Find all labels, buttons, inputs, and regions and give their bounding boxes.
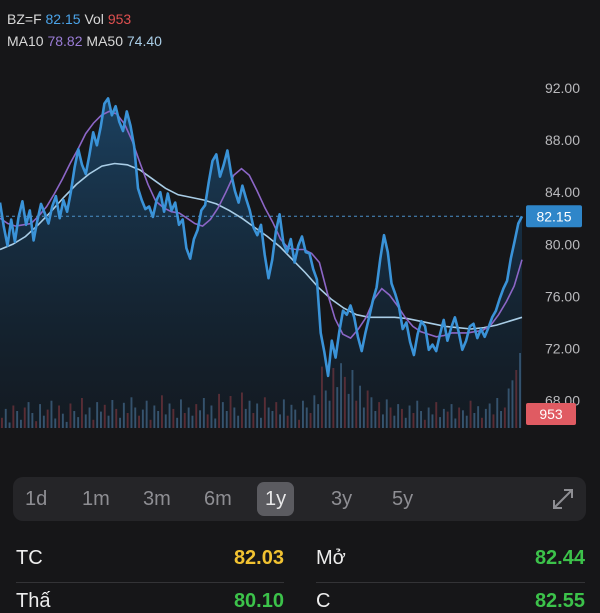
- legend-row-ma: MA10 78.82 MA50 74.40: [7, 33, 162, 50]
- ma10-label: MA10: [7, 33, 44, 49]
- ma10-line: [0, 110, 523, 340]
- time-range-selector: 1d 1m 3m 6m 1y 3y 5y: [13, 477, 586, 521]
- stat-label-close: C: [316, 590, 331, 612]
- stat-label-low: Thấ: [16, 590, 51, 612]
- stat-value-close: 82.55: [534, 590, 585, 612]
- range-button-1d[interactable]: 1d: [25, 488, 48, 510]
- range-button-5y[interactable]: 5y: [392, 488, 414, 510]
- expand-icon[interactable]: [550, 486, 576, 512]
- y-tick-label: 80.00: [545, 236, 580, 252]
- current-price-badge: [526, 205, 582, 228]
- stat-label-open: Mở: [316, 547, 346, 569]
- ma50-label: MA50: [86, 33, 123, 49]
- volume-label: Vol: [84, 11, 104, 27]
- stat-value-open: 82.44: [534, 547, 585, 569]
- range-button-6m[interactable]: 6m: [204, 488, 232, 510]
- stat-label-tc: TC: [16, 547, 43, 569]
- y-tick-label: 72.00: [545, 341, 580, 357]
- y-tick-label: 92.00: [545, 80, 580, 96]
- range-button-3y[interactable]: 3y: [331, 488, 353, 510]
- y-tick-label: 76.00: [545, 288, 580, 304]
- y-tick-label: 84.00: [545, 184, 580, 200]
- range-button-1m[interactable]: 1m: [82, 488, 110, 510]
- ma50-value: 74.40: [126, 33, 162, 49]
- price-chart[interactable]: 92.0088.0084.0080.0076.0072.0068.0082.15…: [0, 0, 600, 430]
- stat-value-tc: 82.03: [233, 547, 284, 569]
- current-volume-badge: [526, 403, 576, 425]
- y-tick-label: 88.00: [545, 132, 580, 148]
- price-line: [0, 97, 524, 378]
- stats-divider-right: [316, 582, 585, 583]
- volume-value: 953: [107, 11, 132, 27]
- ma10-value: 78.82: [47, 33, 83, 49]
- price-area: [0, 98, 522, 429]
- current-price-label: 82.15: [536, 208, 571, 224]
- range-button-1y[interactable]: 1y: [257, 482, 295, 516]
- legend-row-price: BZ=F 82.15 Vol 953: [7, 11, 131, 28]
- price-value: 82.15: [45, 11, 81, 27]
- stats-divider-left: [16, 582, 284, 583]
- symbol-label: BZ=F: [7, 11, 42, 27]
- stat-value-low: 80.10: [233, 590, 284, 612]
- current-volume-label: 953: [539, 406, 563, 422]
- range-button-3m[interactable]: 3m: [143, 488, 171, 510]
